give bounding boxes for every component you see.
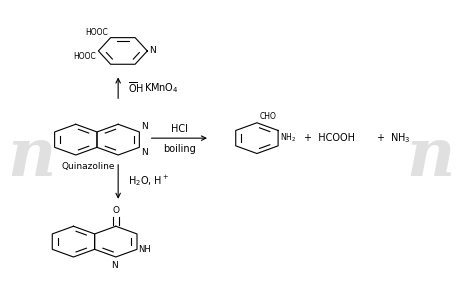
Text: $\mathregular{\overline{O}}$H: $\mathregular{\overline{O}}$H: [128, 80, 144, 95]
Text: KMnO$_4$: KMnO$_4$: [144, 81, 179, 95]
Text: O: O: [112, 206, 119, 215]
Text: N: N: [141, 122, 147, 131]
Text: HOOC: HOOC: [85, 28, 108, 37]
Text: n: n: [7, 125, 55, 190]
Text: HOOC: HOOC: [73, 52, 96, 61]
Text: CHO: CHO: [259, 112, 276, 121]
Text: NH: NH: [138, 245, 151, 254]
Text: Quinazoline: Quinazoline: [62, 162, 115, 171]
Text: HCl: HCl: [171, 124, 188, 134]
Text: N: N: [141, 148, 147, 157]
Text: N: N: [111, 260, 118, 270]
Text: boiling: boiling: [163, 144, 196, 154]
Text: n: n: [407, 125, 455, 190]
Text: H$_2$O, H$^+$: H$_2$O, H$^+$: [128, 173, 169, 189]
Text: +  NH$_3$: + NH$_3$: [376, 131, 410, 145]
Text: NH$_2$: NH$_2$: [280, 132, 296, 144]
Text: +  HCOOH: + HCOOH: [304, 133, 356, 143]
Text: N: N: [149, 46, 156, 55]
